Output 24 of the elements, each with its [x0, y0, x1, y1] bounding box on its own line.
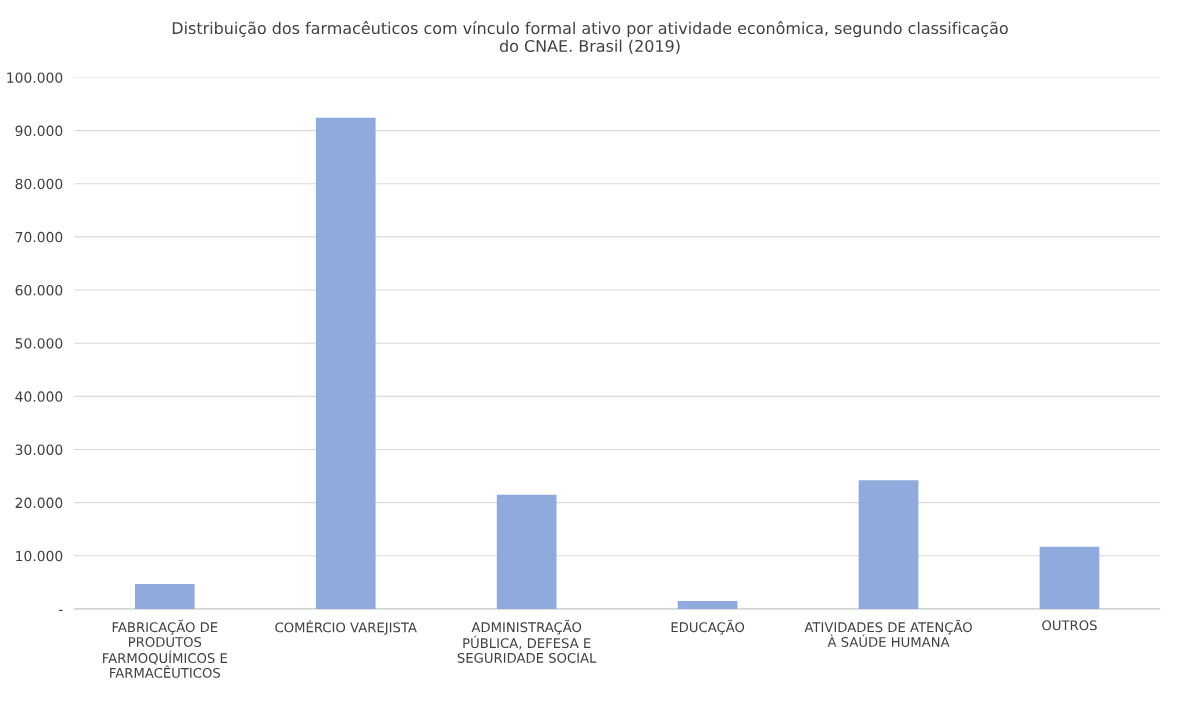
bar: [496, 494, 557, 609]
x-tick-label: OUTROS: [1042, 620, 1097, 631]
y-tick-label: 10.000: [16, 550, 63, 562]
x-tick-label: FABRICAÇÃO DE PRODUTOS FARMOQUÍMICOS E FARMACÊUTICOS: [103, 619, 227, 678]
y-tick-label: 40.000: [15, 391, 63, 402]
x-tick-label: ADMINISTRAÇÃO PÚBLICA, DEFESA E SEGURIDADE SOCIAL: [457, 619, 597, 663]
chart-title: Distribuição dos farmacêuticos com vínculo formal ativo por atividade econômica, segundo classificação do CNAE. Brasil (2019): [172, 21, 1008, 54]
y-tick-label: 20.000: [15, 497, 63, 509]
y-tick-label: -: [58, 609, 63, 611]
y-tick-label: 50.000: [15, 338, 63, 349]
bar: [315, 117, 376, 609]
y-tick-label: 60.000: [15, 285, 63, 296]
bar: [1039, 546, 1100, 609]
bar: [134, 583, 195, 609]
y-tick-label: 80.000: [15, 178, 63, 190]
y-tick-label: 70.000: [15, 231, 63, 243]
x-tick-label: ATIVIDADES DE ATENÇÃO À SAÚDE HUMANA: [804, 619, 972, 647]
bar: [677, 600, 738, 609]
bar: [858, 480, 919, 609]
y-tick-label: 100.000: [7, 72, 63, 83]
x-tick-label: COMÉRCIO VAREJISTA: [275, 619, 417, 635]
y-tick-label: 30.000: [15, 444, 63, 455]
x-tick-label: EDUCAÇÃO: [671, 619, 745, 635]
y-tick-label: 90.000: [15, 125, 63, 137]
